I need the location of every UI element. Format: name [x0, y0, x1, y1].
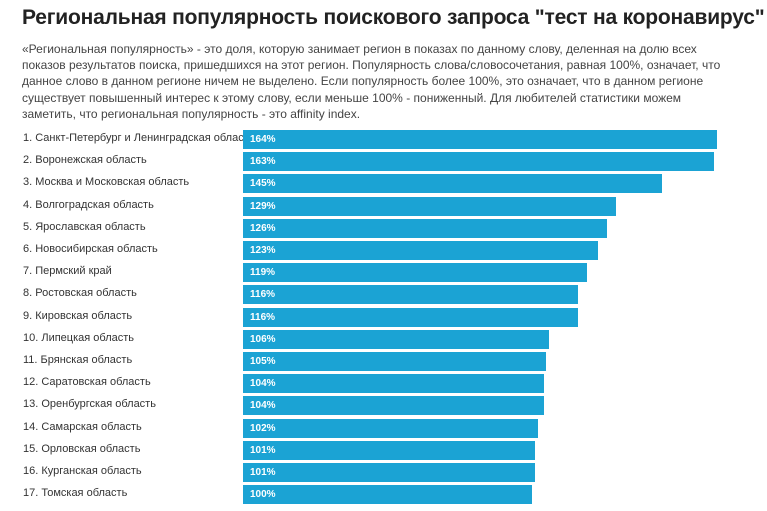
bar: 105% [243, 352, 547, 371]
bar: 101% [243, 440, 535, 460]
category-label: 5. Ярославская область [23, 220, 146, 233]
bar-value-label: 119% [250, 267, 276, 279]
bar-row: 8. Ростовская область 116% [0, 284, 767, 306]
category-label: 10. Липецкая область [23, 331, 134, 344]
bar-value-label: 164% [250, 134, 276, 145]
bar-row: 12. Саратовская область 104% [0, 373, 767, 395]
category-label: 13. Оренбургская область [23, 398, 156, 411]
bar: 104% [243, 396, 544, 416]
bar-value-label: 123% [250, 245, 276, 256]
bar-row: 9. Кировская область 116% [0, 307, 767, 329]
bar-row: 4. Волгоградская область 129% [0, 196, 767, 218]
bar: 126% [243, 218, 608, 238]
category-label: 12. Саратовская область [23, 376, 151, 389]
bar-value-label: 129% [250, 200, 276, 212]
bar: 123% [243, 241, 599, 260]
category-label: 4. Волгоградская область [23, 198, 154, 211]
bar-value-label: 116% [250, 289, 276, 301]
category-label: 3. Москва и Московская область [23, 176, 190, 189]
bar-value-label: 104% [250, 400, 276, 412]
bar: 164% [243, 130, 717, 149]
page-title: Региональная популярность поискового зап… [22, 6, 765, 29]
bar-value-label: 126% [250, 222, 276, 234]
chart-description: «Региональная популярность» - это доля, … [22, 42, 721, 121]
bar: 101% [243, 463, 535, 482]
bar: 163% [243, 152, 715, 172]
category-label: 6. Новосибирская область [23, 243, 158, 255]
bar-value-label: 104% [250, 378, 276, 390]
bar-row: 3. Москва и Московская область 145% [0, 173, 767, 195]
bar-row: 14. Самарская область 102% [0, 418, 767, 440]
category-label: 11. Брянская область [23, 354, 133, 366]
bar: 106% [243, 329, 550, 349]
bar-value-label: 116% [250, 311, 276, 323]
bar-row: 7. Пермский край 119% [0, 262, 767, 284]
category-label: 14. Самарская область [23, 420, 142, 433]
bar-row: 10. Липецкая область 106% [0, 329, 767, 351]
bar-value-label: 106% [250, 333, 276, 345]
bar: 129% [243, 196, 616, 216]
bar-row: 6. Новосибирская область 123% [0, 240, 767, 262]
category-label: 16. Курганская область [23, 465, 142, 477]
bar-value-label: 101% [250, 467, 276, 478]
bar-row: 5. Ярославская область 126% [0, 218, 767, 240]
bar: 145% [243, 174, 663, 194]
category-label: 1. Санкт-Петербург и Ленинградская облас… [23, 132, 255, 144]
bar: 116% [243, 307, 579, 327]
bar-value-label: 100% [250, 489, 276, 501]
bar-value-label: 105% [250, 356, 276, 367]
bar-row: 1. Санкт-Петербург и Ленинградская облас… [0, 129, 767, 151]
category-label: 8. Ростовская область [23, 287, 137, 300]
bar-value-label: 102% [250, 422, 276, 434]
bar-row: 15. Орловская область 101% [0, 440, 767, 462]
bar-value-label: 145% [250, 178, 276, 190]
bar: 102% [243, 418, 538, 438]
category-label: 17. Томская область [23, 487, 128, 500]
bar: 116% [243, 285, 579, 305]
category-label: 9. Кировская область [23, 309, 133, 322]
category-label: 15. Орловская область [23, 442, 141, 455]
bar-value-label: 101% [250, 444, 276, 456]
bar-value-label: 163% [250, 156, 276, 168]
bar-row: 11. Брянская область 105% [0, 351, 767, 373]
category-label: 2. Воронежская область [23, 154, 147, 167]
bar: 119% [243, 263, 587, 283]
bar: 104% [243, 374, 544, 394]
bar: 100% [243, 485, 532, 505]
bar-row: 2. Воронежская область 163% [0, 151, 767, 173]
category-label: 7. Пермский край [23, 265, 112, 278]
bar-row: 16. Курганская область 101% [0, 462, 767, 484]
bar-row: 17. Томская область 100% [0, 484, 767, 506]
bar-row: 13. Оренбургская область 104% [0, 395, 767, 417]
